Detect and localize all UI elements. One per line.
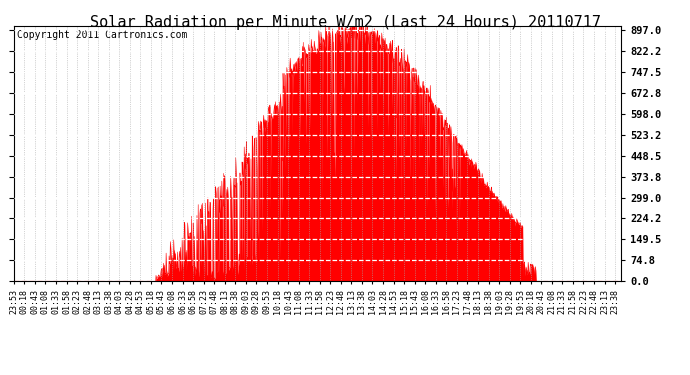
Text: Copyright 2011 Cartronics.com: Copyright 2011 Cartronics.com (17, 30, 187, 40)
Text: Solar Radiation per Minute W/m2 (Last 24 Hours) 20110717: Solar Radiation per Minute W/m2 (Last 24… (90, 15, 600, 30)
